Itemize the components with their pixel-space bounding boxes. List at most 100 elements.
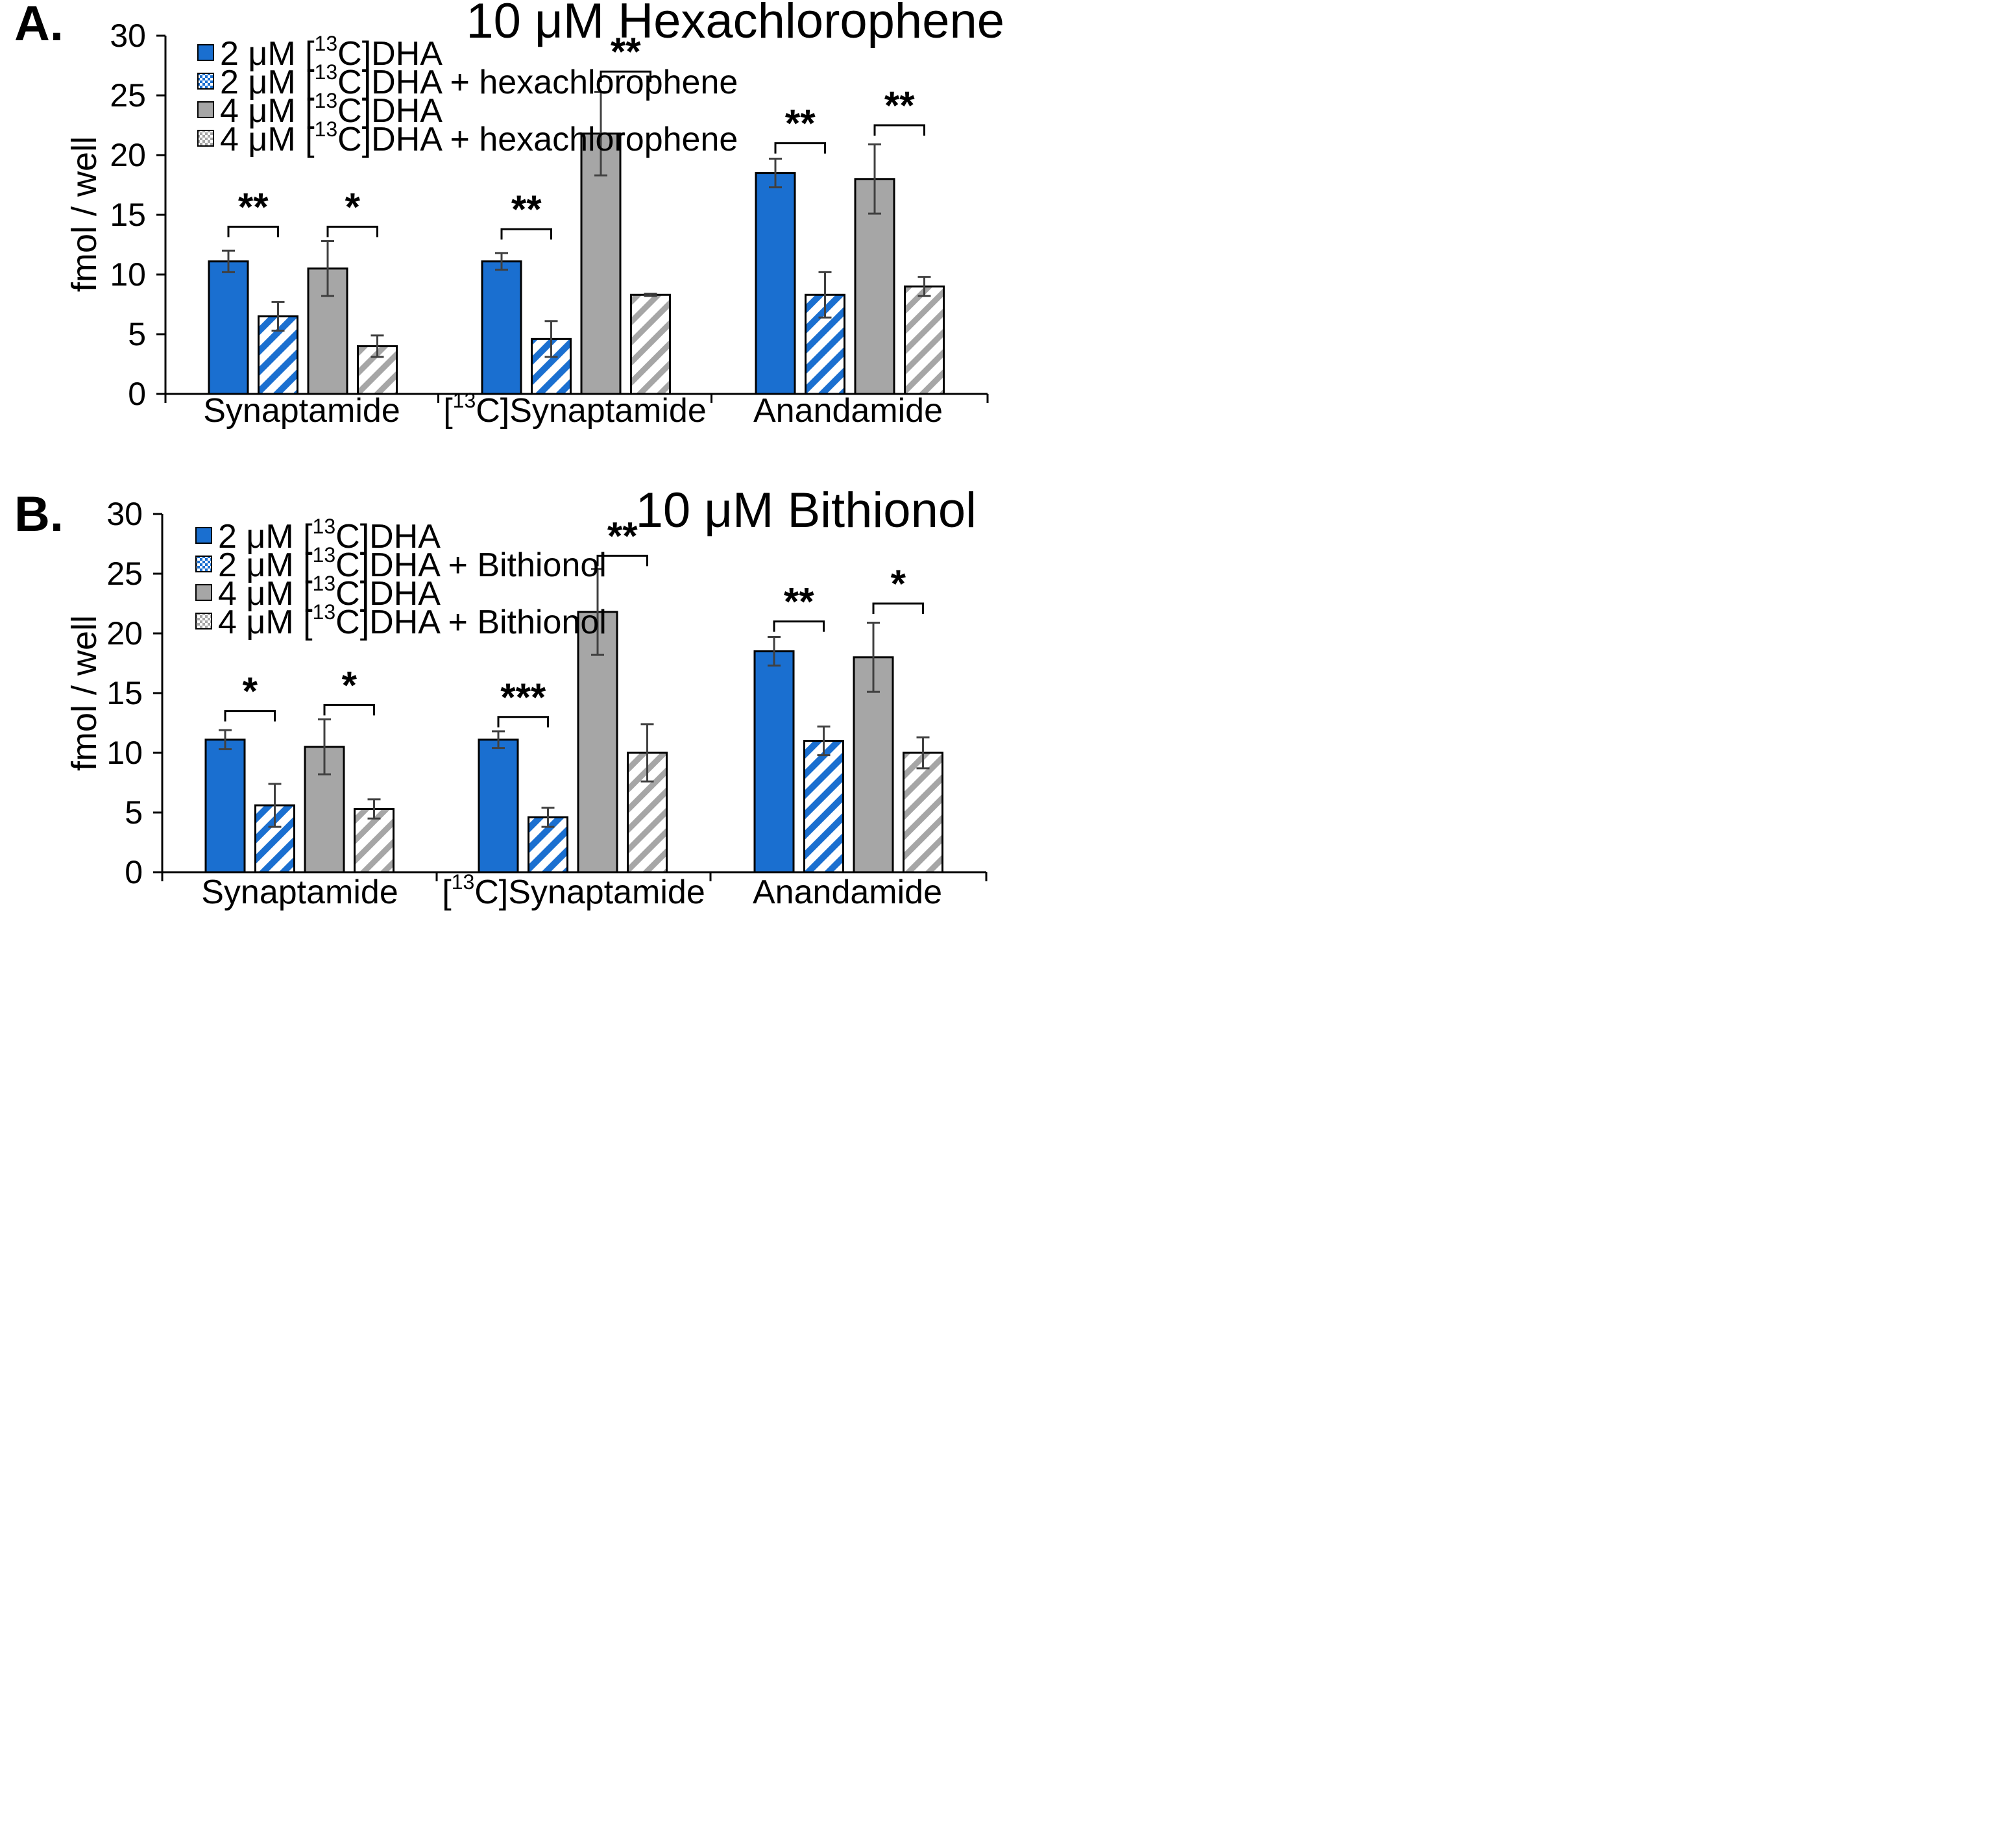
y-tick-label: 25 [110,77,146,114]
significance-bracket [326,225,378,238]
category-label-post: Anandamide [753,874,942,911]
legend-swatch [197,73,214,90]
significance-bracket [500,228,552,240]
error-bar [370,334,384,358]
category-label-post: Synaptamide [201,874,398,911]
significance-label: ** [784,580,814,624]
error-bar [268,783,282,828]
legend-label: 4 μM [13C]DHA [218,572,441,613]
legend-swatch [195,556,212,572]
significance-label: * [243,670,258,713]
chart-title: 10 μM Bithionol [636,483,977,538]
legend-label-sup: 13 [313,600,336,624]
error-bar [492,730,505,750]
significance-label: ** [238,185,269,228]
error-bar [495,252,508,271]
panel-label: B. [14,487,64,542]
error-bar [868,143,881,215]
panel-a-hexachlorophene: A. 10 μM Hexachlorophene fmol / well 0 5 10 15… [14,0,1004,430]
significance-label: ** [511,188,542,231]
category-label-sup: 13 [453,389,476,412]
error-bar [271,300,285,332]
error-bar [640,723,654,783]
bar [354,807,395,874]
legend-label: 2 μM [13C]DHA [220,32,443,73]
y-tick-label: 15 [106,675,143,711]
bar [903,752,943,874]
error-bar [818,271,832,319]
legend-label-post: C]DHA + Bithionol [335,604,607,641]
error-bar [917,276,931,297]
legend-label: 4 μM [13C]DHA + hexachlorophene [220,117,738,158]
bar [478,739,519,874]
error-bar [541,807,555,828]
legend-label-pre: 4 μM [ [218,604,313,641]
error-bar [768,636,781,667]
category-label: Synaptamide [203,392,400,430]
significance-label: ** [785,102,816,145]
error-bar [544,320,558,358]
category-label: Anandamide [753,392,943,430]
legend-label: 2 μM [13C]DHA + Bithionol [218,543,607,584]
legend-label: 4 μM [13C]DHA [220,89,443,130]
y-tick-label: 10 [106,735,143,771]
category-label-sup: 13 [452,870,475,894]
y-tick-label: 5 [128,316,146,352]
category-label-pre: [ [442,874,452,911]
error-bar [817,726,831,757]
error-bar [867,621,880,693]
bar [208,260,249,395]
panel-label: A. [14,0,64,51]
bar [481,260,522,395]
legend-label-pre: 4 μM [ [220,92,315,130]
legend-swatch [195,527,212,544]
error-bar [594,90,607,177]
bar [904,285,945,395]
legend-label-sup: 13 [315,89,338,112]
legend-label-pre: 2 μM [ [218,518,313,556]
significance-label: ** [607,514,638,557]
category-label: Anandamide [753,874,942,911]
legend-label-pre: 2 μM [ [218,546,313,584]
legend-label-pre: 4 μM [ [218,575,313,613]
category-label: [13C]Synaptamide [442,870,705,911]
bar [755,172,796,395]
legend-swatch [197,130,214,147]
y-tick-label: 0 [128,376,146,412]
legend-label-post: C]DHA + hexachlorophene [337,64,738,101]
category-label-post: Synaptamide [203,392,400,430]
significance-bracket [596,554,648,567]
bar [803,740,844,874]
legend-swatch [195,584,212,601]
significance-bracket [773,620,825,632]
bar [577,611,618,874]
y-tick-label: 0 [125,854,143,890]
significance-bracket [600,70,651,82]
legend-label-sup: 13 [313,515,336,538]
error-bar [769,158,782,189]
legend-label: 2 μM [13C]DHA [218,515,441,556]
legend-label-post: C]DHA [337,92,443,130]
y-axis-title: fmol / well [65,615,104,771]
bar [580,132,622,395]
legend-label-pre: 2 μM [ [220,64,315,101]
legend-label: 4 μM [13C]DHA + Bithionol [218,600,607,641]
error-bar [219,729,232,750]
significance-label: * [342,663,358,707]
panel-b-bithionol: B. 10 μM Bithionol fmol / well 0 5 10 15 20 25 30… [14,483,988,911]
legend-swatch [197,44,214,61]
legend-label-pre: 2 μM [ [220,35,315,73]
significance-bracket [227,225,279,238]
legend-label-sup: 13 [315,32,338,55]
significance-bracket [774,142,826,154]
legend-label-sup: 13 [313,572,336,595]
legend-label-post: C]DHA [335,575,441,613]
significance-label: ** [884,84,915,127]
legend-label-sup: 13 [315,60,338,84]
legend-label-post: C]DHA [337,35,443,73]
category-label-post: C]Synaptamide [476,392,707,430]
legend-label: 2 μM [13C]DHA + hexachlorophene [220,60,738,101]
y-tick-label: 10 [110,256,146,293]
bar [204,739,246,874]
